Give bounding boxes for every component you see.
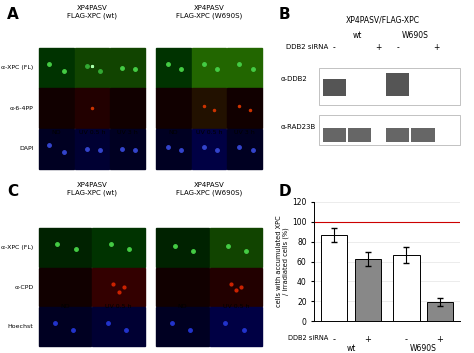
Text: XP4PASV
FLAG-XPC (W690S): XP4PASV FLAG-XPC (W690S) (176, 183, 242, 196)
Text: α-CPD: α-CPD (14, 285, 33, 289)
Text: DDB2 siRNA: DDB2 siRNA (286, 44, 328, 50)
Bar (210, 268, 262, 306)
Bar (393, 255, 419, 321)
Text: C: C (7, 184, 18, 199)
Text: α-XPC (FL): α-XPC (FL) (1, 65, 33, 70)
Bar (323, 79, 346, 96)
Text: XP4PASV
FLAG-XPC (W690S): XP4PASV FLAG-XPC (W690S) (176, 5, 242, 19)
Bar (348, 128, 371, 142)
Bar (228, 88, 262, 128)
Bar (323, 128, 346, 142)
Text: XP4PASV
FLAG-XPC (wt): XP4PASV FLAG-XPC (wt) (67, 5, 117, 19)
Text: W690S: W690S (402, 30, 428, 40)
Bar (39, 307, 91, 346)
Text: UV 3 h: UV 3 h (234, 130, 255, 135)
Bar (156, 268, 209, 306)
Text: ND: ND (52, 130, 61, 135)
Text: UV 0.5 h: UV 0.5 h (196, 130, 222, 135)
Bar (319, 68, 460, 105)
Bar (156, 48, 191, 88)
Bar (228, 48, 262, 88)
Text: wt: wt (353, 30, 362, 40)
Text: wt: wt (346, 344, 356, 353)
Bar (192, 129, 227, 169)
Bar (427, 302, 453, 321)
Bar (411, 128, 435, 142)
Bar (156, 88, 191, 128)
Bar (192, 88, 227, 128)
Bar (156, 307, 209, 346)
Text: +: + (433, 43, 440, 52)
Bar (156, 228, 209, 267)
Bar (39, 129, 73, 169)
Text: UV 0.5 h: UV 0.5 h (105, 304, 132, 309)
Bar (228, 129, 262, 169)
Bar (39, 228, 91, 267)
Bar (110, 88, 145, 128)
Text: UV 0.5 h: UV 0.5 h (79, 130, 105, 135)
Text: +: + (375, 43, 382, 52)
Bar (192, 48, 227, 88)
Bar (110, 129, 145, 169)
Text: DAPI: DAPI (19, 146, 33, 151)
Text: -: - (405, 335, 408, 344)
Text: -: - (333, 43, 336, 52)
Text: B: B (278, 7, 290, 22)
Text: XP4PASV
FLAG-XPC (wt): XP4PASV FLAG-XPC (wt) (67, 183, 117, 196)
Text: ND: ND (61, 304, 70, 309)
Bar (92, 307, 145, 346)
Text: +: + (437, 335, 443, 344)
Bar (110, 48, 145, 88)
Text: Hoechst: Hoechst (8, 324, 33, 329)
Y-axis label: cells with accumulated XPC
/ irradiated cells (%): cells with accumulated XPC / irradiated … (276, 216, 290, 307)
Text: α-RAD23B: α-RAD23B (280, 124, 316, 130)
Text: ND: ND (178, 304, 187, 309)
Text: α-6-4PP: α-6-4PP (9, 106, 33, 110)
Text: α-DDB2: α-DDB2 (280, 77, 307, 83)
Bar (210, 228, 262, 267)
Bar (75, 88, 109, 128)
Text: XP4PASV/FLAG-XPC: XP4PASV/FLAG-XPC (346, 15, 419, 24)
Text: α-XPC (FL): α-XPC (FL) (1, 245, 33, 250)
Text: UV 0.5 h: UV 0.5 h (223, 304, 249, 309)
Text: -: - (333, 335, 336, 344)
Text: W690S: W690S (410, 344, 437, 353)
Text: ND: ND (169, 130, 178, 135)
Text: -: - (397, 43, 399, 52)
Bar (355, 259, 381, 321)
Bar (210, 307, 262, 346)
Bar (386, 73, 410, 96)
Bar (321, 235, 347, 321)
Bar (92, 228, 145, 267)
Bar (75, 48, 109, 88)
Bar (386, 128, 410, 142)
Text: A: A (7, 7, 19, 22)
Bar (92, 268, 145, 306)
Bar (156, 129, 191, 169)
Text: +: + (365, 335, 371, 344)
Bar (39, 88, 73, 128)
Bar (75, 129, 109, 169)
Bar (39, 268, 91, 306)
Bar (39, 48, 73, 88)
Text: DDB2 siRNA: DDB2 siRNA (289, 335, 329, 341)
Text: D: D (278, 184, 291, 199)
Bar (319, 115, 460, 145)
Text: UV 3 h: UV 3 h (117, 130, 138, 135)
